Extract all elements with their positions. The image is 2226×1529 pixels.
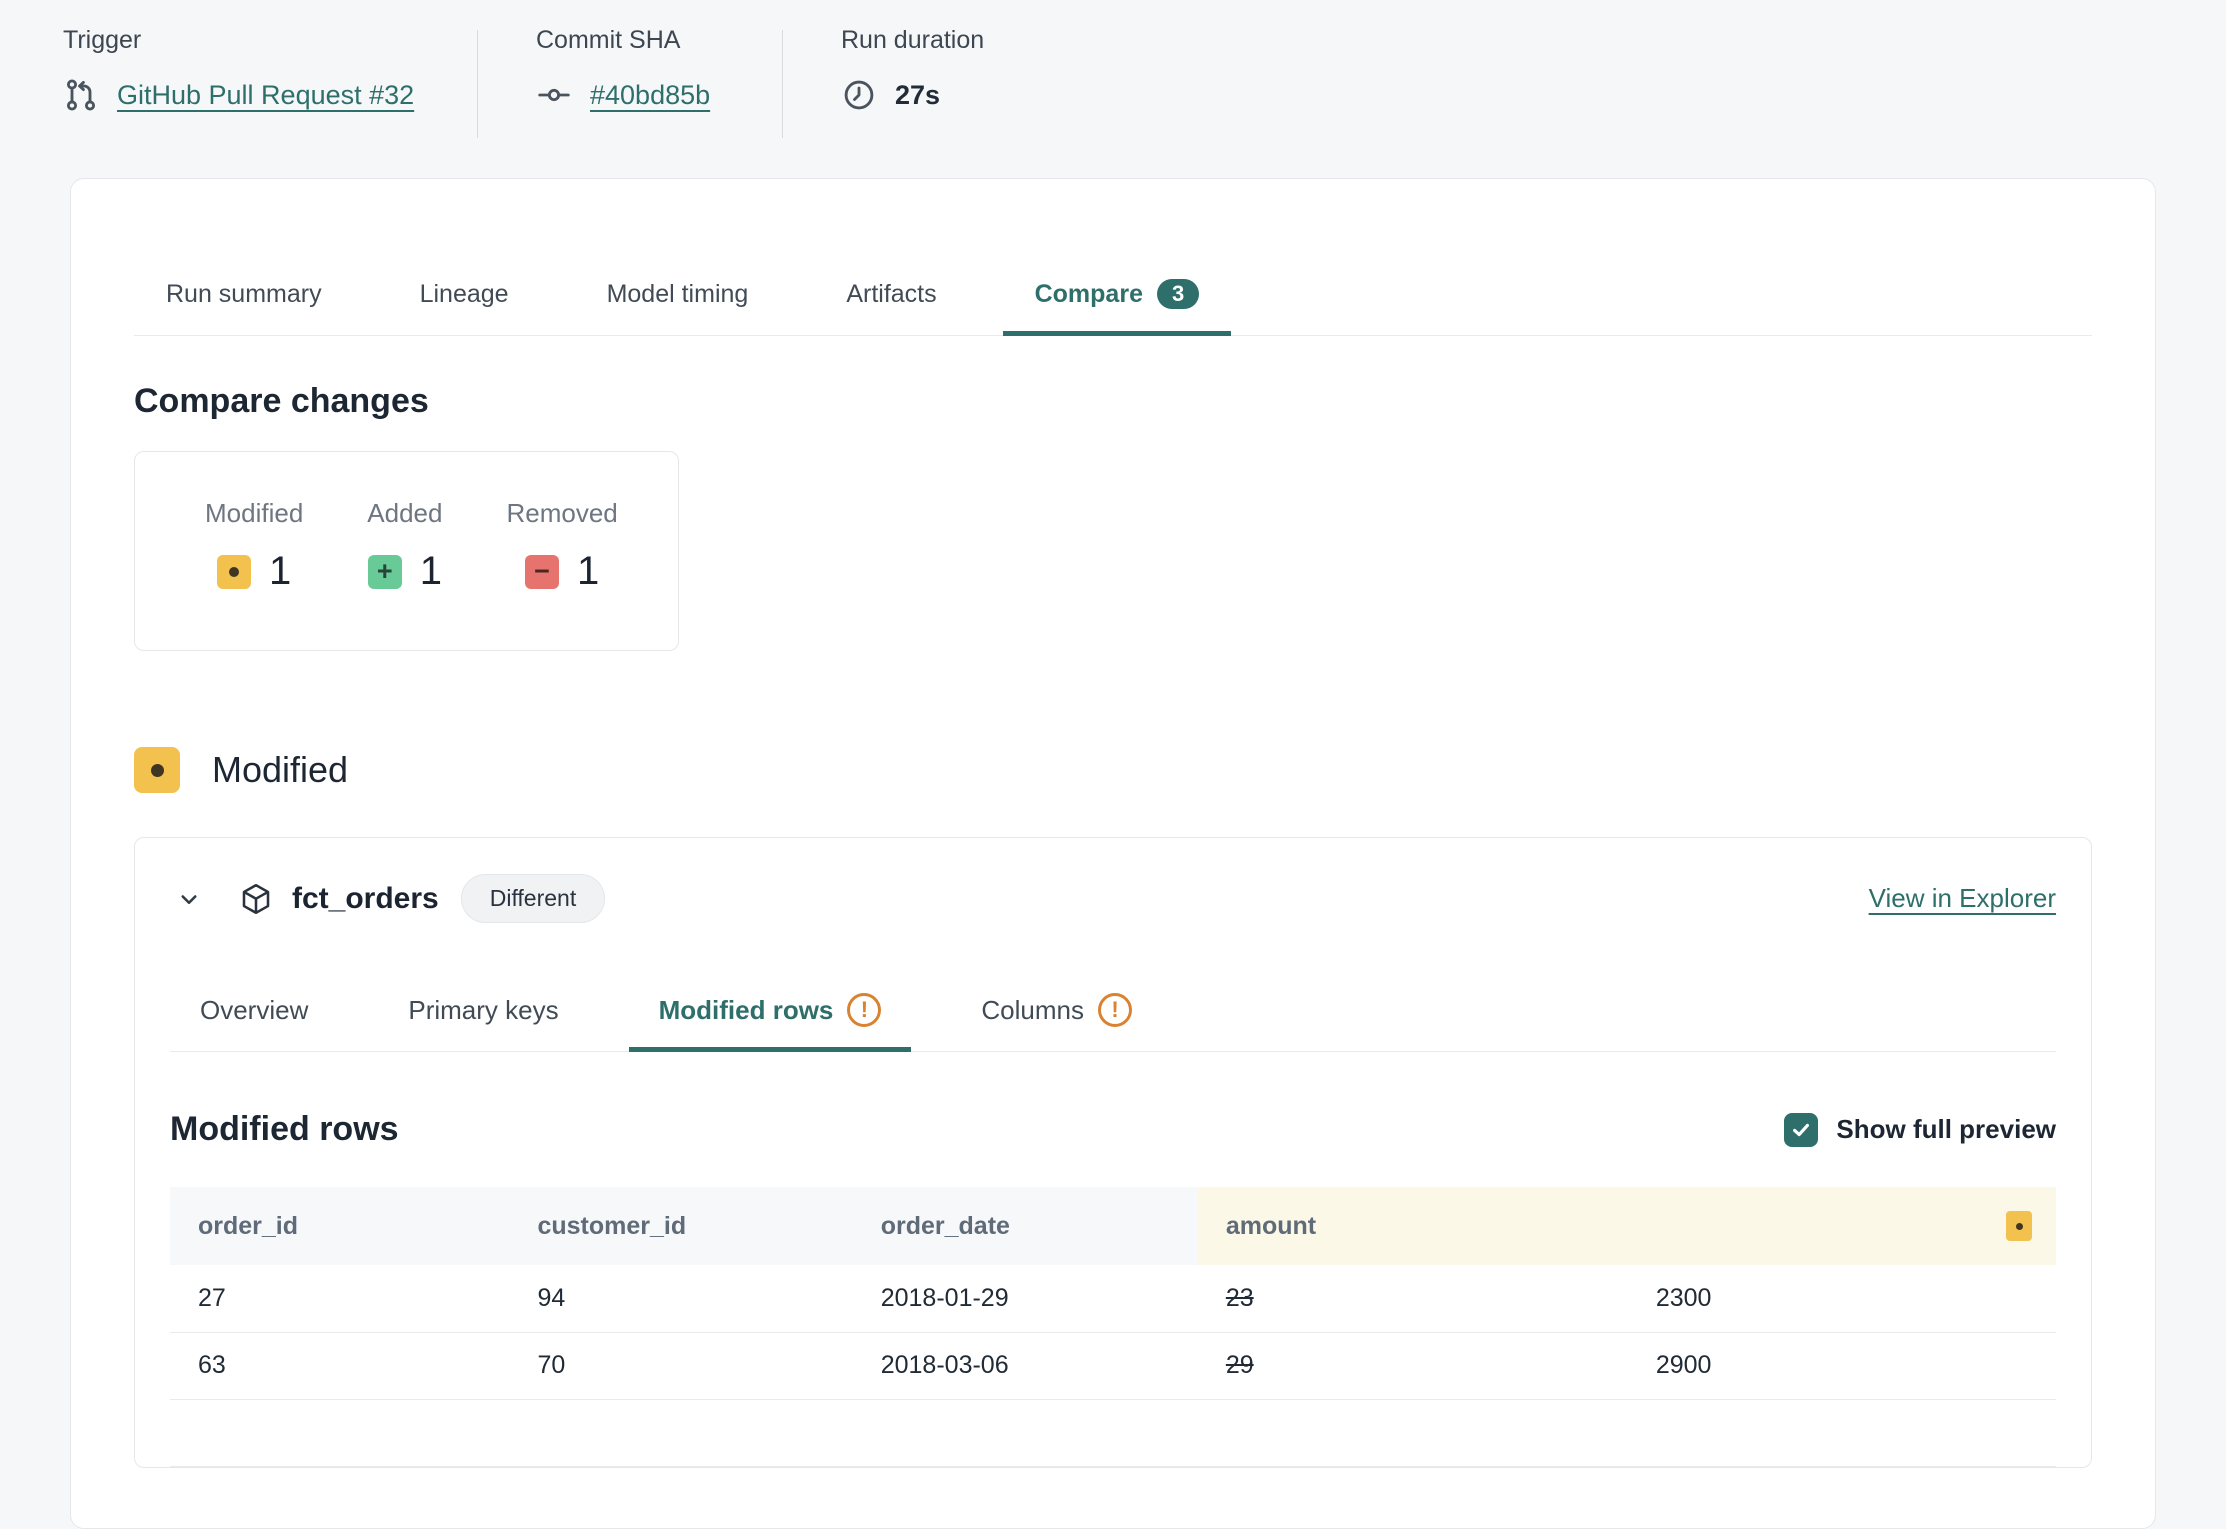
cell-amount-new: 2900: [1627, 1332, 2056, 1400]
table-row: [170, 1399, 2056, 1467]
meta-divider: [477, 30, 478, 138]
stat-added: Added +1: [367, 498, 442, 594]
model-tab-label: Primary keys: [408, 994, 559, 1025]
cell-order-date: [852, 1399, 1198, 1467]
modified-icon: [134, 747, 180, 793]
cell-amount-new: 2300: [1627, 1265, 2056, 1333]
cell-order-id: 63: [170, 1332, 510, 1400]
added-square-icon: +: [367, 554, 402, 589]
model-tab-label: Overview: [200, 994, 309, 1025]
model-header-row: fct_orders Different View in Explorer: [170, 874, 2056, 923]
model-tab-modified-rows[interactable]: Modified rows!: [628, 981, 912, 1052]
cell-order-id: [170, 1399, 510, 1467]
model-status-badge: Different: [460, 874, 606, 923]
modified-section-title: Modified: [212, 749, 349, 790]
view-in-explorer-link[interactable]: View in Explorer: [1868, 883, 2056, 913]
table-row: 27 94 2018-01-29 23 2300: [170, 1265, 2056, 1333]
column-header-customer-id: customer_id: [509, 1187, 853, 1265]
tab-artifacts[interactable]: Artifacts: [814, 265, 968, 335]
pull-request-icon: [63, 77, 99, 113]
column-header-order-date: order_date: [852, 1187, 1198, 1265]
checkbox-checked-icon[interactable]: [1784, 1112, 1819, 1147]
cell-order-date: 2018-01-29: [852, 1265, 1198, 1333]
warning-icon: !: [1097, 993, 1132, 1027]
tab-run-summary[interactable]: Run summary: [134, 265, 354, 335]
model-tab-label: Columns: [981, 994, 1084, 1025]
trigger-link[interactable]: GitHub Pull Request #32: [117, 79, 415, 110]
model-tab-label: Modified rows: [658, 994, 834, 1025]
duration-value: 27s: [895, 79, 941, 110]
stat-value: 1: [576, 549, 600, 593]
tab-compare[interactable]: Compare 3: [1002, 265, 1232, 336]
tab-label: Compare: [1034, 279, 1143, 308]
trigger-group: Trigger GitHub Pull Request #32: [63, 26, 419, 138]
commit-icon: [536, 77, 572, 113]
clock-icon: [841, 77, 877, 113]
compare-stats-card: Modified 1 Added +1 Removed −1: [134, 451, 679, 651]
cell-order-date: 2018-03-06: [852, 1332, 1198, 1400]
trigger-label: Trigger: [63, 26, 142, 54]
run-meta-header: Trigger GitHub Pull Request #32 Commit S…: [0, 0, 2226, 138]
modified-column-icon: [2006, 1211, 2032, 1241]
column-header-amount: amount: [1197, 1187, 2056, 1265]
tab-label: Lineage: [419, 279, 509, 308]
cell-amount-old: [1197, 1399, 1628, 1467]
table-row: 63 70 2018-03-06 29 2900: [170, 1332, 2056, 1400]
cell-amount-old: 29: [1197, 1332, 1628, 1400]
model-tab-overview[interactable]: Overview: [170, 981, 338, 1051]
model-tab-columns[interactable]: Columns!: [951, 981, 1162, 1051]
cell-order-id: 27: [170, 1265, 510, 1333]
duration-group: Run duration 27s: [841, 26, 984, 138]
show-full-preview-toggle[interactable]: Show full preview: [1784, 1112, 2056, 1147]
tab-label: Model timing: [606, 279, 749, 308]
tab-count-badge: 3: [1156, 279, 1200, 309]
modified-section-header: Modified: [134, 747, 2092, 793]
cell-customer-id: [509, 1399, 853, 1467]
column-header-order-id: order_id: [170, 1187, 510, 1265]
model-name: fct_orders: [292, 881, 439, 915]
stat-value: 1: [419, 549, 442, 593]
cell-amount-old: 23: [1197, 1265, 1628, 1333]
collapse-chevron-down-icon[interactable]: [170, 880, 208, 918]
removed-square-icon: −: [524, 554, 559, 589]
tab-model-timing[interactable]: Model timing: [575, 265, 781, 335]
modified-rows-title: Modified rows: [170, 1110, 399, 1148]
main-tabs: Run summary Lineage Model timing Artifacts C…: [134, 265, 2092, 336]
tab-label: Artifacts: [846, 279, 937, 308]
model-cube-icon: [238, 881, 274, 917]
cell-customer-id: 70: [509, 1332, 853, 1400]
commit-link[interactable]: #40bd85b: [590, 79, 711, 110]
tab-label: Run summary: [166, 279, 322, 308]
stat-label: Modified: [205, 498, 304, 528]
modified-square-icon: [217, 554, 252, 589]
stat-label: Removed: [506, 498, 618, 528]
stat-value: 1: [269, 549, 292, 593]
stat-label: Added: [367, 498, 443, 528]
cell-amount-new: [1627, 1399, 2056, 1467]
meta-divider: [782, 30, 783, 138]
stat-modified: Modified 1: [205, 498, 303, 594]
cell-customer-id: 94: [509, 1265, 853, 1333]
warning-icon: !: [847, 993, 882, 1027]
duration-label: Run duration: [841, 26, 985, 54]
model-tab-primary-keys[interactable]: Primary keys: [378, 981, 588, 1051]
model-card-fct-orders: fct_orders Different View in Explorer Ov…: [134, 837, 2092, 1468]
show-full-preview-label: Show full preview: [1836, 1114, 2056, 1144]
compare-changes-heading: Compare changes: [134, 382, 429, 420]
modified-rows-table: order_id customer_id order_date amount 27 94…: [170, 1187, 2056, 1467]
commit-label: Commit SHA: [536, 26, 681, 54]
stat-removed: Removed −1: [506, 498, 617, 594]
commit-group: Commit SHA #40bd85b: [536, 26, 724, 138]
modified-rows-header: Modified rows Show full preview: [170, 1110, 2056, 1149]
table-header-row: order_id customer_id order_date amount: [170, 1187, 2056, 1265]
run-detail-card: Run summary Lineage Model timing Artifacts C…: [70, 178, 2156, 1529]
model-tabs: Overview Primary keys Modified rows! Column…: [170, 981, 2056, 1052]
tab-lineage[interactable]: Lineage: [388, 265, 541, 335]
